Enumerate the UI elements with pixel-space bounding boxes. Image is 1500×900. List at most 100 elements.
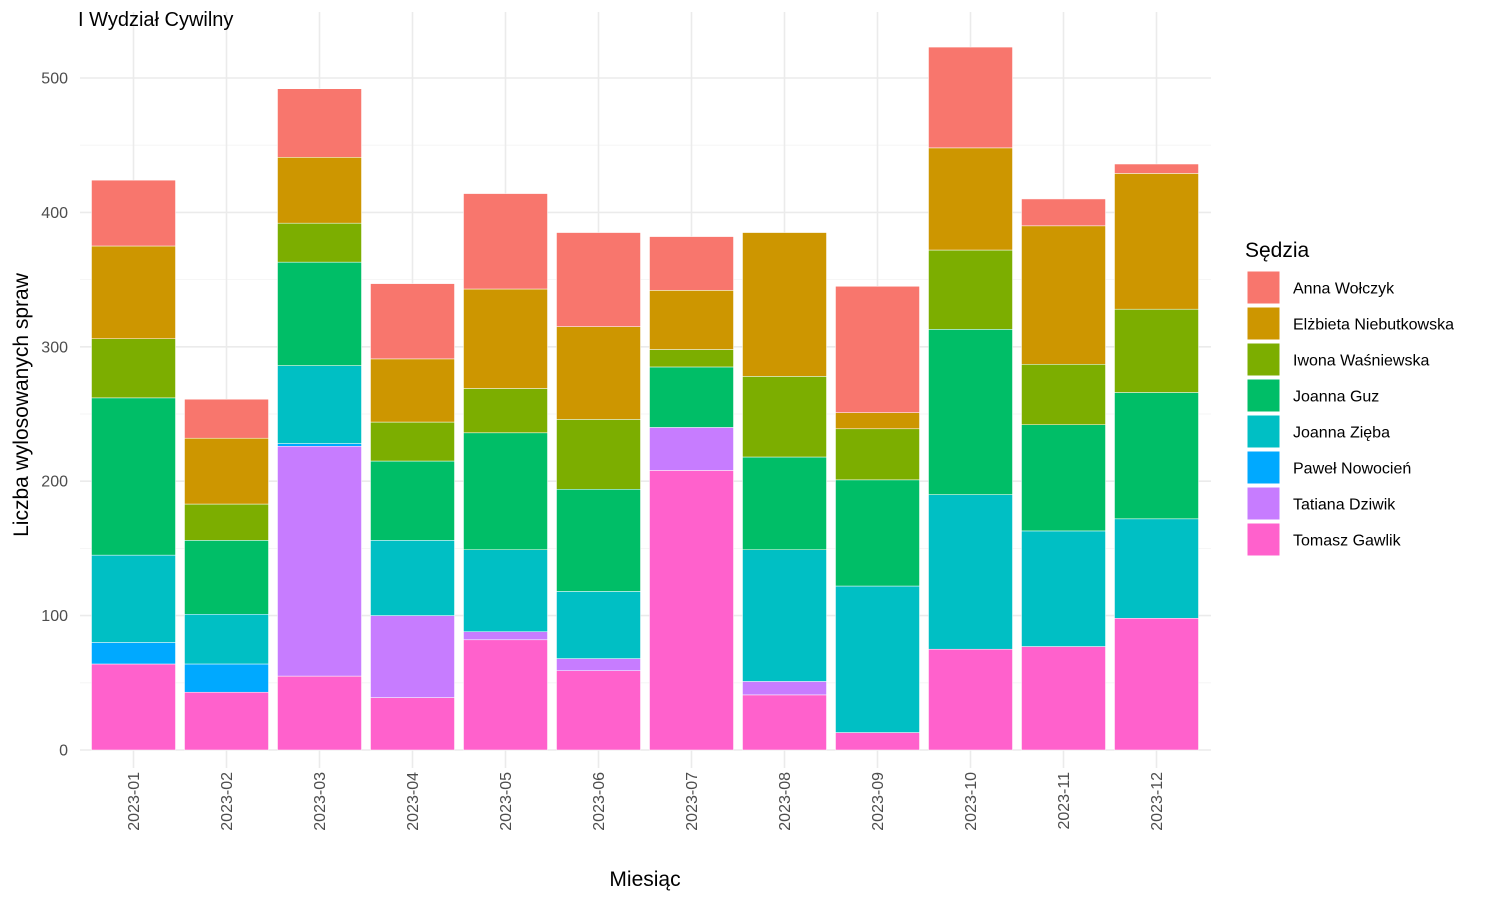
bar-segment [1114, 173, 1199, 310]
bar-segment [277, 222, 362, 263]
bar-segment [1114, 163, 1199, 174]
x-tick-label: 2023-09 [870, 772, 887, 831]
y-axis: 0 100 200 300 400 500 [41, 71, 68, 760]
bar-segment [1114, 308, 1199, 393]
x-tick-label: 2023-11 [1056, 772, 1073, 830]
legend-key [1246, 450, 1281, 485]
legend-label: Joanna Guz [1293, 389, 1379, 406]
legend-label: Anna Wołczyk [1293, 281, 1395, 298]
x-tick-label: 2023-07 [684, 772, 701, 831]
y-tick-label: 300 [41, 339, 68, 356]
bar-segment [649, 470, 734, 751]
bar-segment [649, 236, 734, 291]
bar-segment [649, 427, 734, 471]
y-tick-label: 200 [41, 474, 68, 491]
bar-segment [556, 591, 641, 659]
x-tick-label: 2023-06 [591, 772, 608, 831]
bar-segment [649, 290, 734, 350]
legend-label: Paweł Nowocień [1293, 461, 1411, 478]
bar-segment [649, 366, 734, 428]
bar-segment [370, 697, 455, 751]
bar-segment [928, 249, 1013, 330]
bar-segment [835, 286, 920, 413]
bar-segment [91, 245, 176, 339]
bar-segment [370, 283, 455, 360]
bar-segment [1114, 518, 1199, 619]
bar-segment [463, 549, 548, 632]
y-tick-label: 0 [59, 743, 68, 760]
bar-segment [1114, 392, 1199, 520]
y-tick-label: 100 [41, 608, 68, 625]
x-tick-label: 2023-04 [405, 772, 422, 831]
bar-segment [1021, 530, 1106, 647]
bar-segment [556, 658, 641, 671]
x-axis: 2023-01 2023-02 2023-03 2023-04 2023-05 2023-… [126, 772, 1166, 831]
x-axis-title: Miesiąc [609, 868, 680, 891]
legend-key [1246, 342, 1281, 377]
bar-segment [1021, 225, 1106, 365]
bar-segment [742, 376, 827, 458]
x-tick-label: 2023-02 [219, 772, 236, 831]
bar-segment [184, 540, 269, 615]
bar-segment [277, 88, 362, 158]
bar-segment [370, 421, 455, 462]
bar-segment [463, 288, 548, 389]
bar-segment [277, 446, 362, 677]
bar-segment [277, 157, 362, 224]
bar-segment [928, 494, 1013, 650]
bar-segment [463, 193, 548, 290]
bar-segment [463, 432, 548, 550]
bar-segment [742, 681, 827, 696]
legend-label: Iwona Waśniewska [1293, 353, 1429, 370]
bar-segment [1021, 198, 1106, 227]
bar-segment [742, 456, 827, 550]
legend-title: Sędzia [1245, 239, 1310, 262]
bar-segment [184, 614, 269, 665]
bar-segment [556, 489, 641, 592]
bar-segment [463, 631, 548, 641]
legend-key [1246, 414, 1281, 449]
y-tick-label: 500 [41, 71, 68, 88]
bar-segment [463, 639, 548, 751]
bar-segment [184, 437, 269, 505]
bars [91, 46, 1199, 751]
legend-key [1246, 486, 1281, 521]
legend: Sędzia Anna Wołczyk Elżbieta Niebutkowska… [1245, 239, 1454, 557]
bar-segment [835, 732, 920, 751]
bar-segment [91, 338, 176, 399]
bar-segment [370, 540, 455, 616]
bar-segment [835, 585, 920, 733]
legend-label: Elżbieta Niebutkowska [1293, 317, 1454, 334]
bar-segment [463, 388, 548, 434]
bar-segment [370, 460, 455, 541]
legend-label: Tatiana Dziwik [1293, 497, 1396, 514]
bar-segment [1021, 646, 1106, 751]
bar-segment [184, 398, 269, 439]
bar-segment [91, 642, 176, 665]
bar-segment [1114, 618, 1199, 751]
x-tick-label: 2023-08 [777, 772, 794, 831]
bar-segment [1021, 364, 1106, 426]
bar-segment [91, 397, 176, 556]
bar-segment [556, 232, 641, 327]
x-tick-label: 2023-05 [498, 772, 515, 831]
bar-segment [835, 428, 920, 481]
chart-title: I Wydział Cywilny [78, 9, 233, 31]
x-tick-label: 2023-01 [126, 772, 143, 831]
bar-segment [835, 479, 920, 587]
bar-segment [184, 503, 269, 541]
bar-segment [1021, 424, 1106, 532]
bar-segment [649, 349, 734, 368]
bar-segment [91, 179, 176, 247]
bar-segment [277, 675, 362, 751]
legend-key [1246, 522, 1281, 557]
bar-segment [742, 232, 827, 377]
legend-key [1246, 270, 1281, 305]
bar-segment [928, 329, 1013, 495]
x-tick-label: 2023-03 [312, 772, 329, 831]
bar-segment [184, 691, 269, 751]
bar-segment [742, 694, 827, 751]
bar-segment [370, 358, 455, 423]
bar-segment [742, 549, 827, 682]
